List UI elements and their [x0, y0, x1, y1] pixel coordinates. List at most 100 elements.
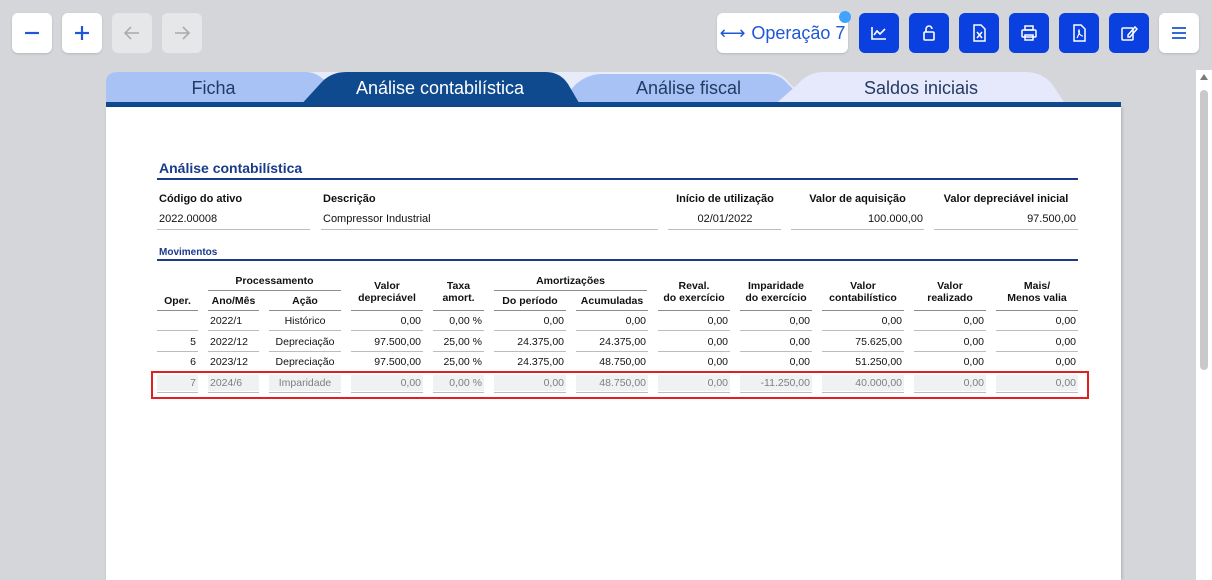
header-underline — [208, 310, 259, 311]
tab-analise-fiscal[interactable]: Análise fiscal — [596, 78, 781, 99]
cell-acao: Imparidade — [278, 377, 332, 389]
cell-underline — [351, 330, 423, 331]
minus-icon — [25, 31, 39, 35]
header-line-2: do exercício — [745, 292, 807, 304]
header-underline — [433, 310, 484, 311]
forward-button[interactable] — [162, 13, 202, 53]
cell-do-periodo: 24.375,00 — [517, 356, 564, 368]
header-underline — [351, 310, 423, 311]
pdf-button[interactable] — [1059, 13, 1099, 53]
tab-underline — [106, 102, 1121, 107]
header-line-1: Valor — [850, 280, 876, 292]
cell-disabled-bg — [658, 375, 730, 391]
header-line-1: Valor — [374, 280, 400, 292]
cell-underline — [269, 330, 341, 331]
header-underline — [269, 310, 341, 311]
unlock-button[interactable] — [909, 13, 949, 53]
pdf-icon — [1073, 24, 1086, 42]
tab-ficha-label: Ficha — [191, 78, 236, 98]
cell-underline — [433, 330, 484, 331]
zoom-in-button[interactable] — [62, 13, 102, 53]
excel-button[interactable] — [959, 13, 999, 53]
tab-shapes — [106, 72, 1121, 108]
tab-analise-fiscal-label: Análise fiscal — [635, 78, 742, 98]
tab-saldos-iniciais-label: Saldos iniciais — [863, 78, 979, 98]
header-valor-contabilistico: Valor contabilístico — [822, 280, 904, 304]
arrow-left-icon — [123, 26, 139, 40]
cell-valor-real: 0,00 — [963, 336, 984, 348]
cell-mais: 0,00 — [1055, 336, 1076, 348]
cell-taxa: 0,00 % — [449, 315, 482, 327]
field-valor-depreciavel[interactable]: 97.500,00 — [1027, 213, 1076, 225]
scroll-up-arrow[interactable] — [1200, 74, 1208, 80]
cell-disabled-bg — [269, 375, 341, 391]
cell-underline — [157, 392, 198, 393]
cell-underline — [996, 330, 1078, 331]
cell-underline — [658, 351, 730, 352]
zoom-out-button[interactable] — [12, 13, 52, 53]
field-valor-aquisicao[interactable]: 100.000,00 — [867, 213, 923, 225]
header-amortizacoes: Amortizações — [536, 275, 605, 287]
field-inicio-utilizacao[interactable]: 02/01/2022 — [697, 213, 753, 225]
chart-button[interactable] — [859, 13, 899, 53]
field-label-inicio: Início de utilização — [676, 193, 774, 205]
cell-valor-real: 0,00 — [963, 315, 984, 327]
tab-analise-contabilistica[interactable]: Análise contabilística — [331, 78, 549, 99]
cell-underline — [996, 351, 1078, 352]
print-button[interactable] — [1009, 13, 1049, 53]
cell-valor-depreciavel: 97.500,00 — [374, 356, 421, 368]
cell-valor-contab: 51.250,00 — [855, 356, 902, 368]
operation-button[interactable]: ⟷ Operação 7 — [717, 13, 848, 53]
cell-disabled-bg — [576, 375, 648, 391]
cell-underline — [822, 330, 904, 331]
cell-taxa: 25,00 % — [443, 336, 482, 348]
cell-underline — [996, 392, 1078, 393]
cell-disabled-bg — [157, 375, 198, 391]
header-group-line — [494, 290, 647, 291]
cell-acao: Depreciação — [275, 336, 335, 348]
cell-underline — [351, 392, 423, 393]
tab-bar: Ficha Análise contabilística Análise fis… — [106, 72, 1121, 108]
cell-ano-mes: 2024/6 — [210, 377, 243, 389]
tab-saldos-iniciais[interactable]: Saldos iniciais — [826, 78, 1016, 99]
cell-underline — [658, 392, 730, 393]
header-group-line — [208, 290, 341, 291]
header-taxa: Taxa amort. — [433, 280, 484, 304]
back-button[interactable] — [112, 13, 152, 53]
cell-underline — [822, 392, 904, 393]
cell-imparidade: 0,00 — [789, 356, 810, 368]
highlight-box — [151, 371, 1089, 399]
header-line-2: realizado — [927, 292, 973, 304]
tab-ficha[interactable]: Ficha — [146, 78, 281, 99]
menu-icon — [1172, 27, 1186, 39]
cell-underline — [740, 392, 812, 393]
cell-underline — [208, 392, 259, 393]
cell-underline — [269, 392, 341, 393]
cell-disabled-bg — [996, 375, 1078, 391]
cell-oper: 6 — [190, 356, 196, 368]
field-underline — [934, 229, 1078, 230]
operation-label: Operação 7 — [751, 22, 846, 43]
scrollbar-thumb[interactable] — [1200, 90, 1208, 370]
cell-underline — [658, 330, 730, 331]
edit-button[interactable] — [1109, 13, 1149, 53]
header-underline — [914, 310, 986, 311]
header-line-2: depreciável — [358, 292, 416, 304]
notification-dot — [839, 11, 851, 23]
movimentos-title: Movimentos — [159, 247, 218, 258]
cell-underline — [433, 392, 484, 393]
header-valor-depreciavel: Valor depreciável — [351, 280, 423, 304]
header-line-2: contabilístico — [829, 292, 897, 304]
cell-underline — [576, 351, 648, 352]
chart-icon — [871, 27, 886, 40]
cell-valor-depreciavel: 97.500,00 — [374, 336, 421, 348]
field-underline — [157, 229, 310, 230]
section-title: Análise contabilística — [159, 160, 303, 176]
menu-button[interactable] — [1159, 13, 1199, 53]
cell-disabled-bg — [494, 375, 566, 391]
field-codigo[interactable]: 2022.00008 — [159, 213, 218, 225]
cell-acumuladas: 48.750,00 — [599, 356, 646, 368]
header-processamento: Processamento — [235, 275, 314, 287]
field-descricao[interactable]: Compressor Industrial — [323, 213, 431, 225]
cell-underline — [157, 330, 198, 331]
